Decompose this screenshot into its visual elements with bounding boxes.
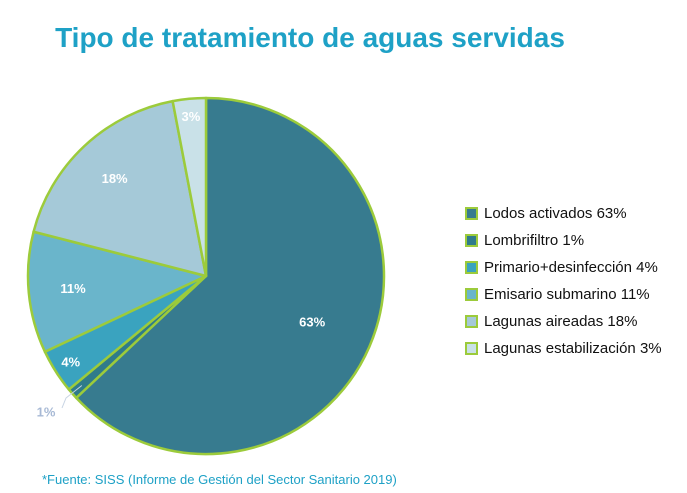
legend-label-5: Lagunas aireadas 18% <box>484 313 638 330</box>
legend-label-6: Lagunas estabilización 3% <box>484 340 662 357</box>
legend-label-4: Emisario submarino 11% <box>484 286 650 303</box>
pie-slice-1 <box>74 96 386 456</box>
data-label-2: 1% <box>37 405 56 420</box>
legend-item-4: Emisario submarino 11% <box>465 281 662 308</box>
legend-swatch-2 <box>465 234 478 247</box>
legend-item-3: Primario+desinfección 4% <box>465 254 662 281</box>
legend-item-2: Lombrifiltro 1% <box>465 227 662 254</box>
pie-slice-6 <box>171 96 208 278</box>
data-label-3: 4% <box>61 354 80 369</box>
data-label-6: 3% <box>182 109 201 124</box>
legend-item-5: Lagunas aireadas 18% <box>465 308 662 335</box>
leader-line-2 <box>61 385 83 409</box>
legend-swatch-4 <box>465 288 478 301</box>
legend: Lodos activados 63% Lombrifiltro 1% Primar… <box>465 200 662 362</box>
source-note: *Fuente: SISS (Informe de Gestión del Se… <box>42 472 397 487</box>
chart-title: Tipo de tratamiento de aguas servidas <box>55 22 565 53</box>
legend-label-1: Lodos activados 63% <box>484 205 627 222</box>
data-label-5: 18% <box>102 171 128 186</box>
legend-swatch-1 <box>465 207 478 220</box>
legend-item-6: Lagunas estabilización 3% <box>465 335 662 362</box>
legend-swatch-3 <box>465 261 478 274</box>
legend-item-1: Lodos activados 63% <box>465 200 662 227</box>
pie-slice-5 <box>32 99 208 278</box>
pie-slice-4 <box>26 230 208 354</box>
data-label-4: 11% <box>60 281 86 296</box>
legend-swatch-5 <box>465 315 478 328</box>
legend-label-3: Primario+desinfección 4% <box>484 259 658 276</box>
legend-label-2: Lombrifiltro 1% <box>484 232 585 249</box>
data-label-1: 63% <box>299 314 325 329</box>
legend-swatch-6 <box>465 342 478 355</box>
